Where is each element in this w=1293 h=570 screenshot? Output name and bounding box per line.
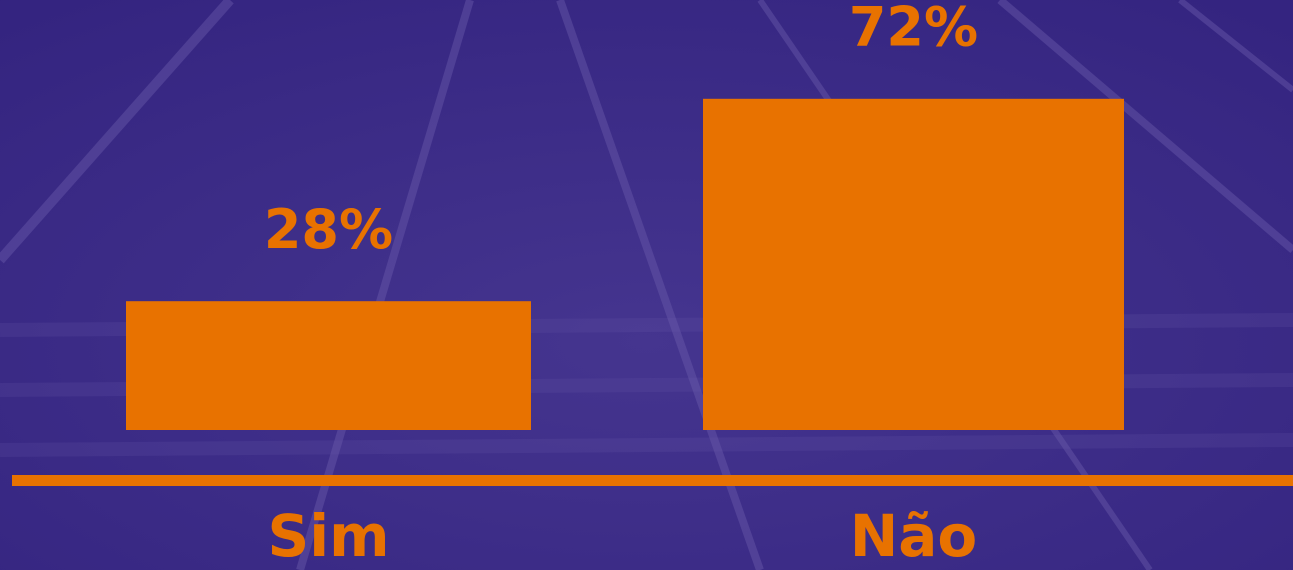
bar xyxy=(703,98,1124,431)
value-label: 28% xyxy=(264,198,393,261)
category-label: Sim xyxy=(267,502,389,570)
category-label: Não xyxy=(850,502,978,570)
bar xyxy=(126,301,531,430)
baseline xyxy=(12,475,1293,486)
value-label: 72% xyxy=(849,0,978,58)
